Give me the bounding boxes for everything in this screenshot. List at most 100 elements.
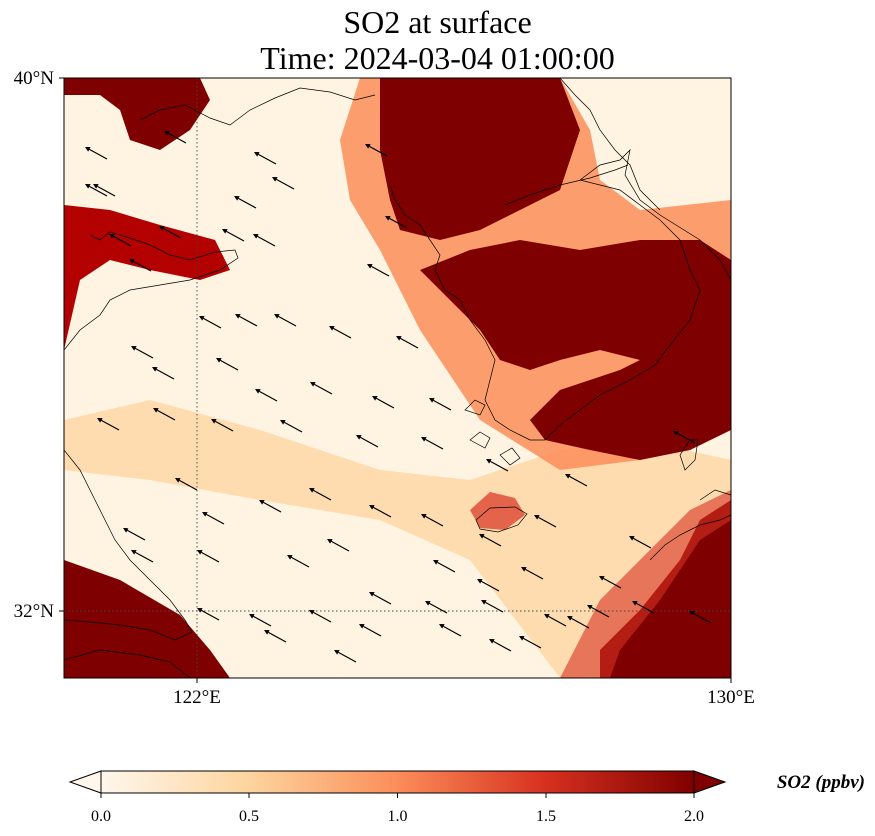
wind-arrow-head <box>197 608 203 613</box>
wind-arrow <box>372 396 395 409</box>
wind-arrow-head <box>202 512 208 517</box>
colorbar: 0.0 0.5 1.0 1.5 2.0 SO2 (ppbv) <box>68 770 865 825</box>
wind-arrow <box>356 435 379 448</box>
wind-arrow-head <box>481 600 487 605</box>
wind-arrow <box>421 437 444 450</box>
gridlines <box>64 78 731 678</box>
wind-arrow <box>259 500 282 513</box>
wind-arrow-shaft <box>206 513 225 525</box>
wind-arrow-shaft <box>338 651 357 663</box>
wind-arrow-shaft <box>525 568 544 580</box>
wind-arrow-shaft <box>313 611 332 623</box>
wind-arrow-head <box>673 431 679 436</box>
wind-arrow <box>632 601 655 614</box>
wind-arrow-head <box>234 196 240 201</box>
colorbar-ticklabel-2: 2.0 <box>684 808 704 825</box>
wind-arrow-shaft <box>389 217 408 229</box>
wind-arrow-head <box>259 500 265 505</box>
wind-arrow-shaft <box>591 606 610 618</box>
wind-arrow-shaft <box>485 601 504 613</box>
wind-arrow-shaft <box>400 337 419 349</box>
coastlines <box>64 78 731 678</box>
coastline-china-east <box>64 449 193 641</box>
wind-arrow-shaft <box>238 197 257 209</box>
so2-high-west-coast <box>64 205 230 350</box>
colorbar-ticklabel-1: 1.0 <box>388 808 408 825</box>
wind-arrow-shaft <box>268 631 287 643</box>
wind-arrow-shaft <box>133 260 152 272</box>
wind-arrow-shaft <box>490 460 509 472</box>
wind-arrow-head <box>129 259 135 264</box>
wind-arrow-shaft <box>258 153 277 165</box>
wind-arrow-head <box>287 555 293 560</box>
wind-arrow-head <box>164 131 170 136</box>
wind-arrow-shaft <box>215 420 234 432</box>
wind-arrow-shaft <box>333 327 352 339</box>
wind-arrow-head <box>565 474 571 479</box>
wind-arrow-shaft <box>633 537 652 549</box>
wind-arrow <box>369 505 392 518</box>
wind-arrow-shaft <box>226 230 245 242</box>
wind-arrow <box>234 196 257 209</box>
wind-arrow <box>334 650 357 663</box>
wind-arrow-shaft <box>603 577 622 589</box>
wind-arrow-shaft <box>331 540 350 552</box>
wind-arrow <box>327 539 350 552</box>
wind-arrow <box>85 184 108 197</box>
wind-arrow <box>309 610 332 623</box>
wind-arrow-head <box>123 528 129 533</box>
wind-arrow-shaft <box>538 516 557 528</box>
wind-arrow-head <box>309 610 315 615</box>
wind-arrow <box>385 216 408 229</box>
wind-arrow-head <box>359 624 365 629</box>
wind-arrow-shaft <box>483 535 502 547</box>
wind-arrow-shaft <box>481 580 500 592</box>
wind-arrow <box>329 326 352 339</box>
wind-arrow <box>197 608 220 621</box>
wind-arrow-shaft <box>253 615 272 627</box>
wind-arrow <box>534 515 557 528</box>
wind-arrow <box>254 152 277 165</box>
wind-arrow-shaft <box>156 368 175 380</box>
wind-arrow <box>521 567 544 580</box>
wind-arrow <box>477 579 500 592</box>
wind-arrow-shaft <box>571 617 590 629</box>
wind-arrow <box>97 418 120 431</box>
wind-arrow <box>109 234 132 247</box>
wind-arrow <box>365 144 388 157</box>
wind-arrow-head <box>689 611 695 616</box>
wind-arrow-shaft <box>201 609 220 621</box>
wind-arrow <box>216 358 239 371</box>
wind-arrow-shaft <box>257 235 276 247</box>
wind-arrow <box>489 639 512 652</box>
wind-arrow-head <box>109 234 115 239</box>
wind-arrow-shaft <box>263 501 282 513</box>
wind-arrow-head <box>369 505 375 510</box>
wind-arrow <box>272 177 295 190</box>
coastline-korea-west <box>389 184 545 441</box>
wind-arrow-shaft <box>371 265 390 277</box>
wind-arrow <box>274 314 297 327</box>
wind-arrow <box>689 611 712 624</box>
wind-arrow-head <box>479 534 485 539</box>
wind-arrow <box>211 419 234 432</box>
wind-arrow-head <box>421 514 427 519</box>
map-time-subtitle: Time: 2024-03-04 01:00:00 <box>260 40 615 76</box>
colorbar-gradient <box>101 771 694 793</box>
lon-label-130: 130°E <box>707 687 755 708</box>
wind-arrow-head <box>365 144 371 149</box>
colorbar-extend-min <box>68 770 102 794</box>
wind-arrow-shaft <box>373 593 392 605</box>
wind-arrow-shaft <box>360 436 379 448</box>
colorbar-label: SO2 (ppbv) <box>777 772 865 793</box>
wind-arrow-shaft <box>201 551 220 563</box>
wind-arrow-shaft <box>693 612 712 624</box>
wind-arrow-shaft <box>291 556 310 568</box>
wind-arrow-head <box>93 184 99 189</box>
wind-arrow <box>486 459 509 472</box>
wind-arrow-shaft <box>278 315 297 327</box>
coastline-northeast <box>559 78 661 211</box>
wind-arrow <box>175 478 198 491</box>
wind-arrow-head <box>519 636 525 641</box>
